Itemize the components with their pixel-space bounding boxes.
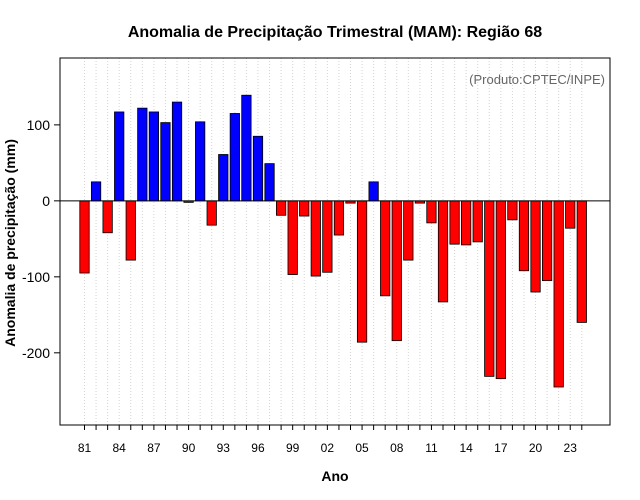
- bar-1996: [252, 135, 264, 202]
- bar-1982: [90, 181, 102, 202]
- grid-layer: [84, 58, 583, 425]
- bar-2000: [299, 200, 310, 217]
- bar-1981: [79, 200, 90, 274]
- bar-2008: [391, 200, 402, 342]
- bar-2024: [576, 200, 587, 323]
- bar-1992: [206, 200, 217, 226]
- bars-layer: [79, 94, 587, 388]
- bar-1998: [276, 200, 287, 216]
- y-axis: -200 -100 0 100: [22, 117, 60, 361]
- bar-2020: [530, 200, 541, 293]
- bar-2014: [461, 200, 472, 246]
- x-tick-label: 87: [147, 441, 161, 455]
- x-axis-label: Ano: [321, 468, 348, 484]
- x-tick-label: 99: [286, 441, 300, 455]
- bar-1989: [171, 101, 183, 202]
- x-axis: 81 84 87 90 93 96 99 02 05 08 11 14 17 20 23: [78, 425, 583, 455]
- bar-1993: [218, 154, 229, 202]
- bar-1983: [102, 200, 113, 234]
- y-tick-label: 100: [27, 117, 51, 133]
- bar-2013: [449, 200, 460, 245]
- x-tick-label: 05: [355, 441, 369, 455]
- x-tick-label: 14: [459, 441, 473, 455]
- chart-title: Anomalia de Precipitação Trimestral (MAM…: [128, 24, 542, 41]
- bar-2017: [495, 200, 506, 380]
- bar-2011: [426, 200, 437, 224]
- x-tick-label: 96: [251, 441, 265, 455]
- bar-1987: [148, 111, 159, 202]
- x-tick-label: 11: [425, 441, 438, 455]
- bar-2002: [322, 200, 333, 273]
- bar-1985: [125, 200, 136, 261]
- bar-1995: [241, 94, 252, 202]
- bar-2022: [553, 200, 564, 388]
- x-tick-label: 81: [78, 441, 92, 455]
- bar-1999: [287, 200, 298, 275]
- bar-2001: [310, 200, 321, 277]
- bar-1988: [160, 122, 171, 202]
- bar-2005: [356, 200, 368, 343]
- bar-2016: [484, 200, 495, 377]
- source-annotation: (Produto:CPTEC/INPE): [469, 72, 605, 87]
- y-tick-label: -100: [22, 269, 50, 285]
- y-tick-label: 0: [42, 193, 50, 209]
- x-tick-label: 17: [494, 441, 508, 455]
- bar-1997: [264, 163, 275, 202]
- bar-1986: [137, 107, 148, 202]
- bar-2009: [403, 200, 414, 261]
- bar-2015: [472, 200, 483, 243]
- bar-2012: [437, 200, 449, 303]
- y-axis-label: Anomalia de precipitação (mm): [2, 139, 18, 347]
- bar-2021: [542, 200, 553, 282]
- bar-2007: [380, 200, 391, 297]
- bar-2019: [518, 200, 530, 272]
- plot-frame: [59, 57, 611, 426]
- bar-1994: [229, 113, 240, 202]
- x-tick-label: 90: [182, 441, 196, 455]
- bar-1991: [195, 121, 206, 202]
- bar-2003: [333, 200, 345, 236]
- x-tick-label: 93: [217, 441, 231, 455]
- x-tick-label: 23: [564, 441, 578, 455]
- bar-2023: [565, 200, 576, 229]
- x-tick-label: 02: [321, 441, 335, 455]
- bar-2018: [507, 200, 518, 221]
- bar-1984: [114, 111, 125, 202]
- x-tick-label: 20: [529, 441, 543, 455]
- bar-2006: [368, 181, 379, 202]
- x-tick-label: 84: [113, 441, 127, 455]
- y-tick-label: -200: [22, 345, 50, 361]
- x-tick-label: 08: [390, 441, 404, 455]
